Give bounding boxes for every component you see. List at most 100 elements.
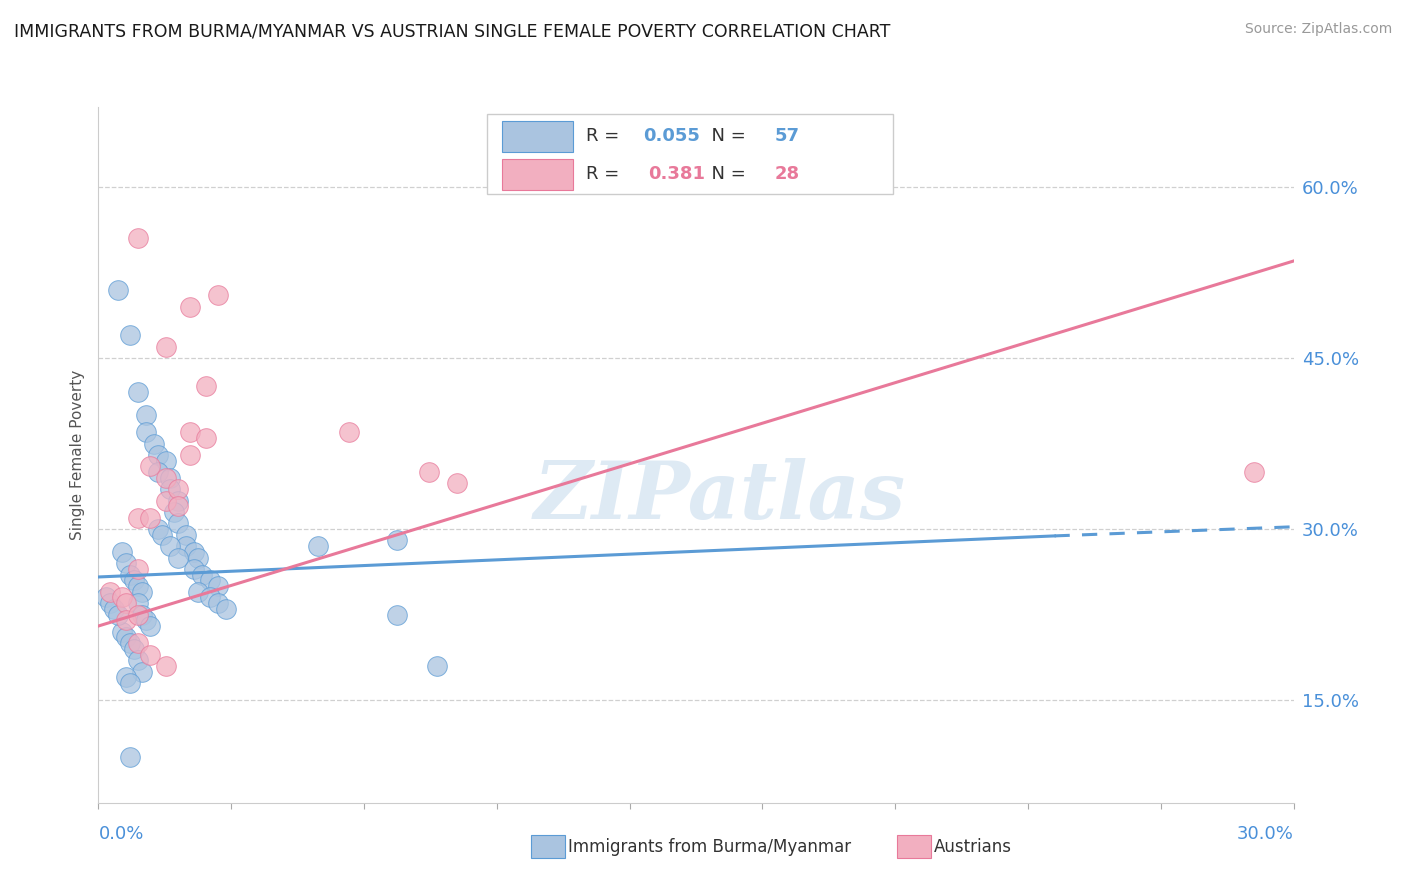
Point: [139, 648, 162, 662]
Point: [127, 607, 149, 622]
Point: [198, 591, 221, 605]
Y-axis label: Single Female Poverty: Single Female Poverty: [70, 370, 86, 540]
Point: [111, 591, 134, 605]
Point: [339, 425, 360, 439]
Point: [100, 584, 122, 599]
Point: [174, 539, 197, 553]
Point: [159, 539, 181, 553]
Point: [167, 516, 190, 531]
Point: [127, 510, 149, 524]
Text: Austrians: Austrians: [934, 838, 1011, 855]
Point: [155, 493, 177, 508]
Text: ZIPatlas: ZIPatlas: [534, 458, 905, 535]
Point: [148, 522, 170, 536]
Point: [159, 482, 181, 496]
Point: [167, 482, 190, 496]
Point: [120, 676, 142, 690]
Point: [183, 545, 205, 559]
Point: [107, 283, 129, 297]
Point: [131, 665, 153, 679]
Point: [139, 459, 162, 474]
Point: [187, 584, 209, 599]
Text: 57: 57: [775, 128, 800, 145]
Text: 0.0%: 0.0%: [98, 825, 143, 843]
Point: [115, 631, 138, 645]
Point: [167, 500, 190, 514]
Point: [148, 448, 170, 462]
Point: [139, 619, 162, 633]
Point: [115, 596, 138, 610]
Point: [155, 453, 177, 467]
Point: [207, 579, 229, 593]
Point: [124, 641, 146, 656]
Point: [215, 602, 238, 616]
FancyBboxPatch shape: [502, 121, 572, 152]
Point: [179, 300, 201, 314]
Point: [127, 231, 149, 245]
Point: [155, 340, 177, 354]
Text: 28: 28: [775, 165, 800, 184]
Point: [179, 448, 201, 462]
Point: [179, 425, 201, 439]
Point: [96, 591, 118, 605]
Text: 0.381: 0.381: [648, 165, 706, 184]
Point: [167, 493, 190, 508]
Point: [198, 574, 221, 588]
Point: [127, 596, 149, 610]
Point: [143, 436, 166, 450]
Point: [120, 328, 142, 343]
Point: [307, 539, 329, 553]
Point: [426, 659, 449, 673]
Point: [127, 636, 149, 650]
Point: [111, 545, 134, 559]
Point: [155, 471, 177, 485]
Point: [183, 562, 205, 576]
Point: [115, 670, 138, 684]
Point: [446, 476, 468, 491]
Point: [111, 624, 134, 639]
Text: N =: N =: [700, 128, 751, 145]
Point: [124, 574, 146, 588]
Text: Immigrants from Burma/Myanmar: Immigrants from Burma/Myanmar: [568, 838, 851, 855]
Point: [1243, 465, 1265, 479]
Point: [107, 607, 129, 622]
Text: 0.055: 0.055: [644, 128, 700, 145]
Text: R =: R =: [586, 128, 626, 145]
Point: [163, 505, 186, 519]
FancyBboxPatch shape: [502, 159, 572, 190]
Point: [155, 659, 177, 673]
Point: [115, 613, 138, 627]
Point: [195, 379, 218, 393]
Point: [135, 425, 157, 439]
Point: [115, 556, 138, 570]
Point: [167, 550, 190, 565]
Point: [120, 750, 142, 764]
Text: Source: ZipAtlas.com: Source: ZipAtlas.com: [1244, 22, 1392, 37]
Point: [418, 465, 440, 479]
Point: [127, 579, 149, 593]
Point: [135, 613, 157, 627]
FancyBboxPatch shape: [486, 114, 893, 194]
Point: [127, 385, 149, 400]
Point: [139, 510, 162, 524]
Point: [207, 288, 229, 302]
Point: [174, 528, 197, 542]
Point: [135, 408, 157, 422]
Point: [195, 431, 218, 445]
Point: [100, 596, 122, 610]
Point: [187, 550, 209, 565]
Point: [191, 567, 214, 582]
Text: IMMIGRANTS FROM BURMA/MYANMAR VS AUSTRIAN SINGLE FEMALE POVERTY CORRELATION CHAR: IMMIGRANTS FROM BURMA/MYANMAR VS AUSTRIA…: [14, 22, 890, 40]
Point: [385, 533, 409, 548]
Point: [120, 636, 142, 650]
Text: N =: N =: [700, 165, 751, 184]
Text: 30.0%: 30.0%: [1237, 825, 1294, 843]
Point: [148, 465, 170, 479]
Point: [131, 607, 153, 622]
Point: [131, 584, 153, 599]
Point: [385, 607, 409, 622]
Point: [159, 471, 181, 485]
Point: [127, 653, 149, 667]
Point: [103, 602, 125, 616]
Point: [127, 562, 149, 576]
